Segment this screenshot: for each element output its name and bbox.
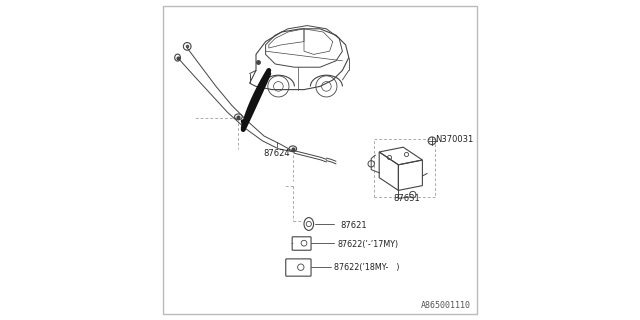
Text: 87631: 87631 [394,194,420,203]
Text: N370031: N370031 [435,135,474,144]
Text: 87622(’-’17MY): 87622(’-’17MY) [338,240,399,249]
Text: 87622(’18MY- ): 87622(’18MY- ) [334,263,400,272]
Text: A865001110: A865001110 [420,301,470,310]
Text: 87621: 87621 [340,221,367,230]
Text: 87624: 87624 [264,149,290,158]
